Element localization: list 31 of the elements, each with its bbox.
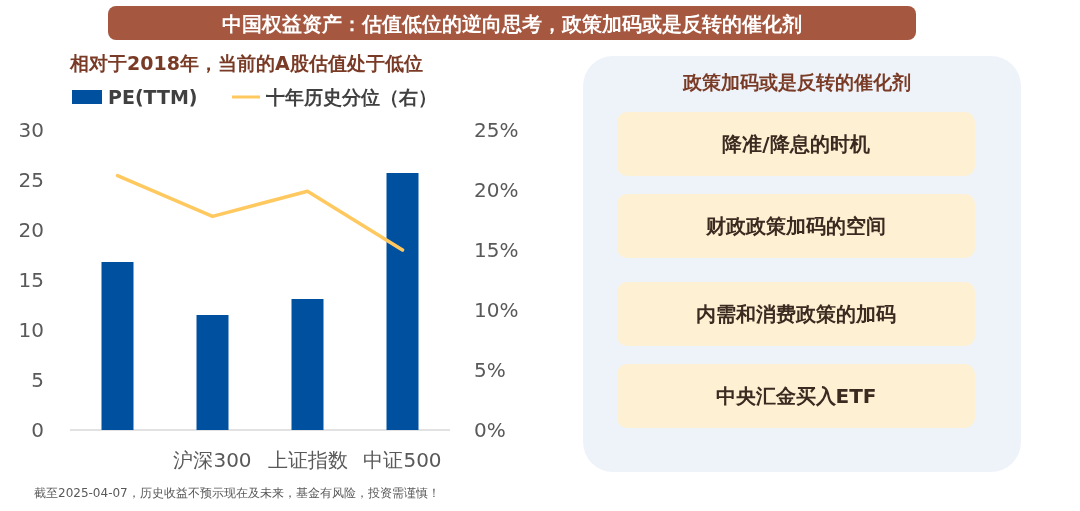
y-tick-label: 5 [31, 368, 44, 392]
y2-tick-label: 5% [474, 358, 506, 382]
y2-tick-label: 25% [474, 118, 519, 142]
bar [291, 299, 324, 430]
y-tick-label: 15 [18, 268, 44, 292]
bar [101, 262, 134, 430]
bar [386, 173, 419, 430]
x-tick-label: 中证500 [363, 448, 442, 472]
y2-tick-label: 0% [474, 418, 506, 442]
x-tick-label: 上证指数 [267, 448, 348, 472]
y-tick-label: 25 [18, 168, 44, 192]
chart-subtitle: 相对于2018年，当前的A股估值处于低位 [69, 52, 423, 74]
y2-tick-label: 20% [474, 178, 519, 202]
legend-label: 十年历史分位（右） [265, 86, 437, 108]
text: 截至2025-04-07，历史收益不预示现在及未来，基金有风险，投资需谨慎！ [34, 486, 440, 500]
text: 财政政策加码的空间 [705, 214, 886, 238]
x-tick-label: 沪深300 [173, 448, 252, 472]
bar [196, 315, 229, 430]
text: 政策加码或是反转的催化剂 [682, 71, 911, 93]
y-tick-label: 20 [18, 218, 44, 242]
text: 中央汇金买入ETF [715, 384, 877, 408]
y-tick-label: 10 [18, 318, 44, 342]
y-tick-label: 30 [18, 118, 44, 142]
y-tick-label: 0 [31, 418, 44, 442]
text: 降准/降息的时机 [722, 132, 870, 156]
text: 中国权益资产：估值低位的逆向思考，政策加码或是反转的催化剂 [222, 12, 802, 36]
y2-tick-label: 15% [474, 238, 519, 262]
y2-tick-label: 10% [474, 298, 519, 322]
line-series [115, 173, 405, 252]
legend-label: PE(TTM) [108, 86, 198, 108]
text: 内需和消费政策的加码 [696, 302, 896, 326]
